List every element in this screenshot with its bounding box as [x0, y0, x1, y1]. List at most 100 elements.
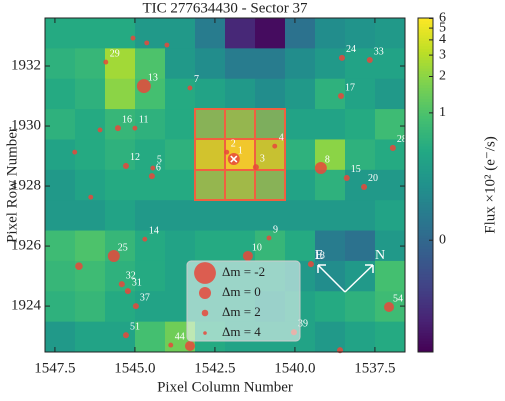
star-label: 3 [260, 153, 265, 164]
star [343, 174, 350, 181]
colorbar-frame [417, 17, 434, 353]
colorbar-step [418, 304, 433, 308]
star-label: 54 [393, 293, 403, 304]
star-label: 7 [194, 74, 199, 85]
star [103, 59, 109, 65]
colorbar-step [418, 76, 433, 80]
star [168, 342, 174, 348]
pixel [315, 18, 346, 49]
star-label: 44 [175, 331, 185, 342]
colorbar-step [418, 51, 433, 55]
pixel [375, 78, 406, 110]
aperture-pixel [254, 108, 286, 140]
legend-label: Δm = 0 [222, 284, 261, 299]
pixel [375, 169, 406, 201]
colorbar-step [418, 179, 433, 183]
colorbar-step [418, 235, 433, 239]
colorbar-step [418, 313, 433, 317]
pixel [135, 139, 166, 171]
aperture-pixel [194, 138, 226, 171]
colorbar-step [418, 132, 433, 136]
colorbar-step [418, 240, 433, 244]
star [338, 54, 345, 61]
colorbar-step [418, 90, 433, 94]
colorbar-step [418, 59, 433, 64]
pixel [345, 78, 376, 110]
colorbar-step [418, 265, 433, 269]
colorbar-step [418, 95, 433, 100]
pixel [345, 139, 376, 171]
pixel [345, 230, 376, 262]
pixel [165, 230, 196, 262]
colorbar-tick-label: 5 [439, 20, 446, 35]
pixel [345, 200, 376, 232]
colorbar-step [418, 293, 433, 297]
star [307, 261, 314, 268]
pixel [195, 109, 226, 140]
pixel [195, 18, 226, 49]
colorbar-tick-label: 6 [439, 11, 446, 26]
colorbar-step [418, 262, 433, 267]
pixel [105, 139, 136, 171]
colorbar-step [418, 201, 433, 205]
colorbar-step [418, 232, 433, 236]
pixel [75, 200, 106, 232]
pixel [165, 18, 196, 49]
colorbar-step [418, 118, 433, 122]
colorbar-step [418, 212, 433, 217]
colorbar-step [418, 137, 433, 141]
stars: 1234567891011121314151617182024252829313… [72, 35, 407, 354]
pixel [75, 18, 106, 49]
legend: Δm = -2 Δm = 0 Δm = 2 Δm = 4 [186, 260, 301, 342]
pixel [135, 200, 166, 232]
colorbar-step [418, 249, 433, 253]
legend-label: Δm = 4 [222, 324, 261, 339]
colorbar-step [418, 290, 433, 295]
pixel [255, 169, 286, 201]
colorbar-step [418, 318, 433, 322]
pixel [255, 48, 286, 80]
pixel [315, 48, 346, 80]
colorbar-step [418, 107, 433, 111]
colorbar-step [418, 62, 433, 66]
colorbar-tick-label: 4 [439, 32, 446, 47]
colorbar-step [418, 168, 433, 172]
star [75, 262, 83, 271]
colorbar-step [418, 310, 433, 314]
pixel [255, 139, 286, 171]
star [142, 236, 148, 242]
colorbar-step [418, 82, 433, 86]
plot-frame [44, 17, 406, 353]
pixel [45, 169, 76, 201]
star [224, 149, 230, 155]
star-label: 37 [140, 292, 150, 303]
star-label: 20 [368, 173, 378, 184]
star-label: 39 [298, 318, 308, 329]
colorbar-step [418, 65, 433, 69]
star [383, 301, 395, 313]
pixel [75, 109, 106, 140]
colorbar-step [418, 73, 433, 77]
colorbar-step [418, 251, 433, 256]
heatmap [45, 18, 406, 353]
pixel [315, 200, 346, 232]
colorbar-step [418, 301, 433, 306]
pixel [165, 48, 196, 80]
colorbar-step [418, 134, 433, 139]
star-label: 25 [118, 242, 128, 253]
star [88, 194, 94, 200]
legend-label: Δm = 2 [222, 304, 261, 319]
colorbar-step [418, 146, 433, 150]
pixel [195, 169, 226, 201]
pixel [45, 230, 76, 262]
pixel [255, 200, 286, 232]
star [252, 164, 259, 171]
colorbar-step [418, 307, 433, 311]
pixel [225, 169, 256, 201]
colorbar-step [418, 229, 433, 233]
colorbar-step [418, 326, 433, 331]
colorbar-tick-label: 0 [439, 232, 446, 247]
pixel [345, 109, 376, 140]
star [361, 183, 368, 190]
colorbar-step [418, 20, 433, 25]
